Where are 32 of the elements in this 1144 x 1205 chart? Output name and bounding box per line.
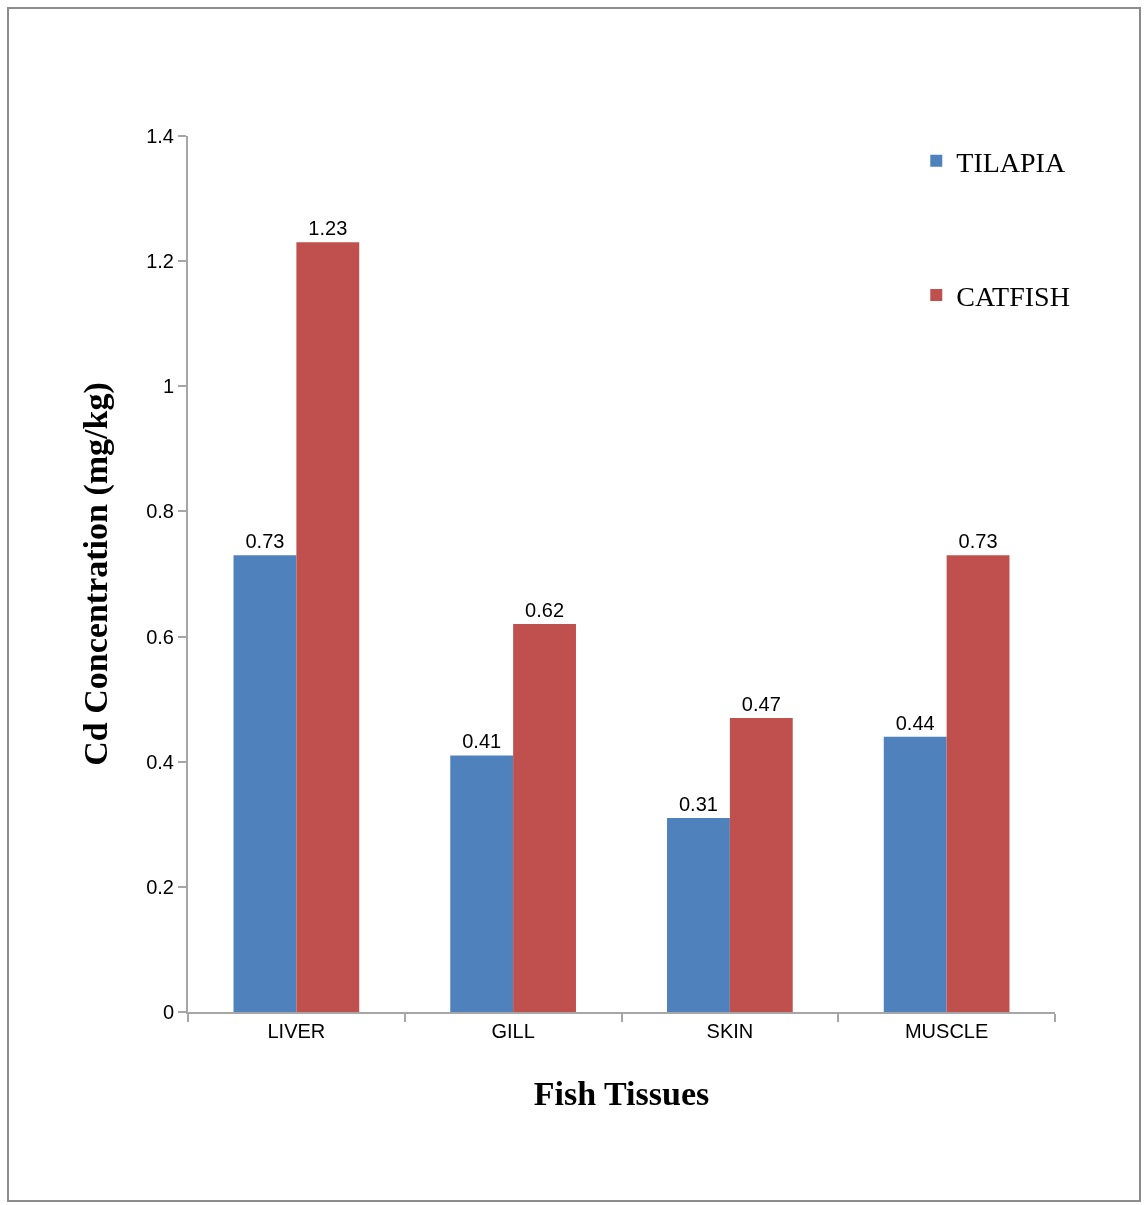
bar xyxy=(946,555,1010,1012)
x-tick-label: SKIN xyxy=(706,1020,754,1042)
y-tick-label: 1.4 xyxy=(146,125,174,147)
bar xyxy=(296,242,360,1012)
data-label: 0.62 xyxy=(525,599,565,622)
legend-label: TILAPIA xyxy=(956,146,1066,178)
y-tick-label: 0 xyxy=(162,1001,174,1023)
y-tick-label: 0.4 xyxy=(146,750,174,773)
legend-label: CATFISH xyxy=(956,281,1070,313)
x-tick-label: MUSCLE xyxy=(904,1020,989,1042)
data-label: 0.73 xyxy=(958,530,998,553)
x-tick-label: GILL xyxy=(491,1020,535,1042)
bar xyxy=(233,555,297,1012)
y-tick-label: 1 xyxy=(162,375,174,398)
y-tick-label: 0.6 xyxy=(146,625,174,648)
y-tick-label: 0.2 xyxy=(146,875,174,898)
x-tick-label: LIVER xyxy=(267,1020,326,1042)
data-label: 0.73 xyxy=(245,530,285,553)
bar xyxy=(450,755,514,1012)
data-label: 0.44 xyxy=(895,711,935,734)
x-axis-title: Fish Tissues xyxy=(533,1074,710,1112)
data-label: 0.31 xyxy=(678,793,718,816)
bar xyxy=(513,624,576,1012)
data-label: 0.47 xyxy=(741,692,781,715)
bar xyxy=(667,818,730,1012)
data-label: 1.23 xyxy=(308,217,348,240)
y-axis-title: Cd Concentration (mg/kg) xyxy=(77,382,116,766)
bar xyxy=(883,736,947,1012)
y-tick-label: 0.8 xyxy=(146,500,174,523)
bar xyxy=(729,717,793,1012)
data-label: 0.41 xyxy=(462,730,502,753)
y-tick-label: 1.2 xyxy=(146,250,174,273)
